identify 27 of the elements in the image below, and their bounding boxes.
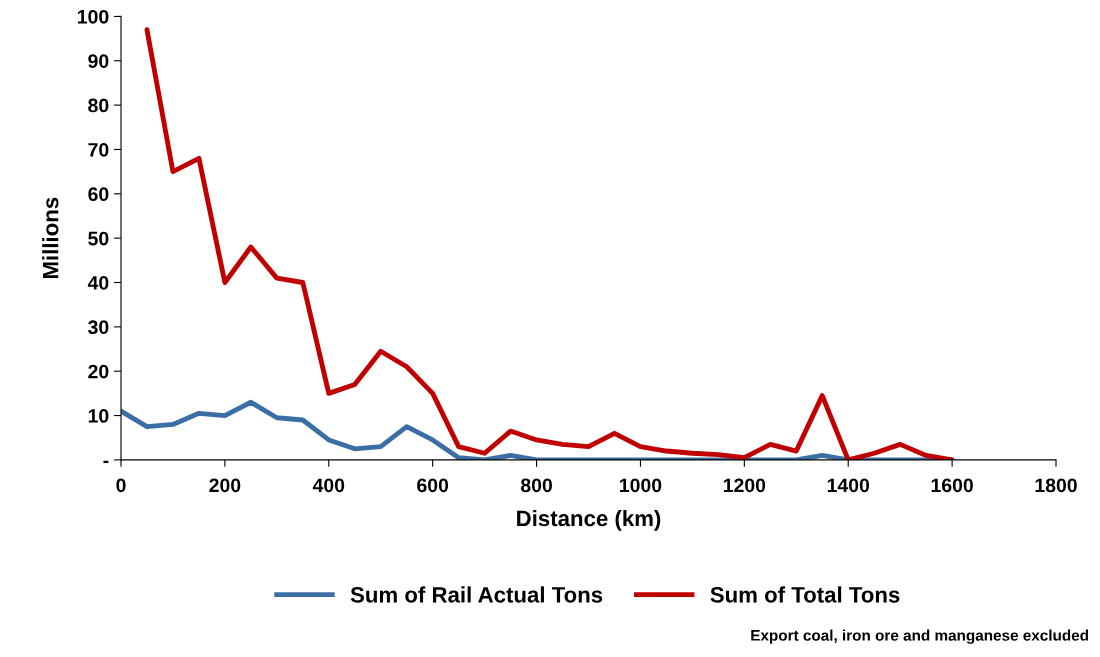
x-tick-label: 200 xyxy=(209,478,241,493)
y-tick-label: 50 xyxy=(88,231,109,246)
legend-label: Sum of Rail Actual Tons xyxy=(350,586,603,603)
x-tick-label: 400 xyxy=(312,478,345,493)
y-tick-label: 40 xyxy=(87,275,109,290)
text: Export coal, iron ore and manganese excluded xyxy=(751,629,1089,644)
x-tick-label: 0 xyxy=(116,478,126,493)
x-tick-label: 600 xyxy=(417,478,449,493)
x-axis-title: Distance (km) xyxy=(517,509,661,531)
y-tick-label: 80 xyxy=(88,98,109,113)
x-tick-label: 1400 xyxy=(827,478,870,493)
x-tick-label: 800 xyxy=(520,478,552,493)
line-series xyxy=(144,27,955,460)
x-tick-label: 1800 xyxy=(1035,478,1077,493)
y-tick-label: 100 xyxy=(77,9,109,24)
y-tick-label: 20 xyxy=(88,364,109,379)
y-tick-label: 70 xyxy=(88,142,109,157)
x-tick-label: 1000 xyxy=(620,478,662,493)
y-tick-label: 10 xyxy=(88,409,109,423)
y-tick-label: - xyxy=(103,460,109,464)
legend-label: Sum of Total Tons xyxy=(710,586,900,603)
y-axis-title: Millions xyxy=(42,197,59,279)
y-tick-label: 30 xyxy=(88,320,109,335)
x-tick-label: 1600 xyxy=(931,478,973,493)
y-tick-label: 90 xyxy=(88,54,109,69)
x-tick-label: 1200 xyxy=(723,478,766,493)
y-tick-label: 60 xyxy=(88,187,109,202)
